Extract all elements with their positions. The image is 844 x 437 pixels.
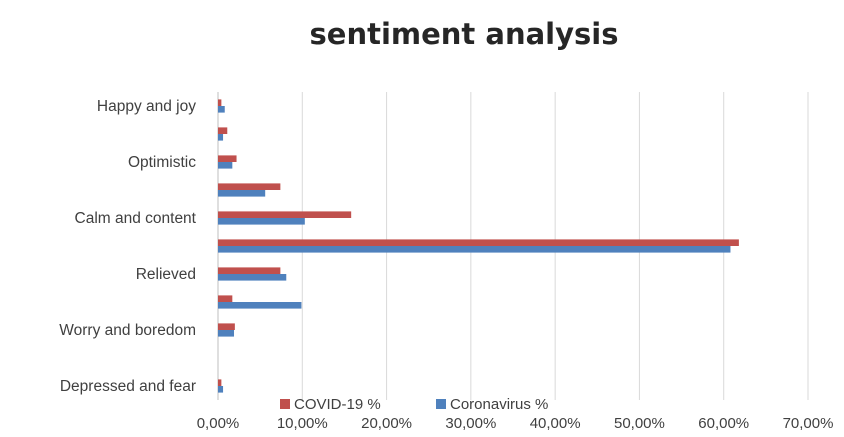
bar-coronavirus bbox=[218, 302, 302, 309]
x-tick-label: 10,00% bbox=[277, 415, 328, 432]
legend: COVID-19 % Coronavirus % bbox=[280, 396, 548, 413]
category-label: Depressed and fear bbox=[60, 378, 196, 395]
category-label: Worry and boredom bbox=[59, 322, 196, 339]
bar-coronavirus bbox=[218, 162, 233, 169]
chart-title: sentiment analysis bbox=[310, 17, 619, 51]
category-label: Relieved bbox=[136, 266, 196, 283]
category-label: Optimistic bbox=[128, 154, 196, 171]
bar-coronavirus bbox=[218, 218, 305, 225]
x-tick-labels: 0,00% 10,00% 20,00% 30,00% 40,00% 50,00% 60,00… bbox=[197, 415, 834, 432]
x-tick-label: 30,00% bbox=[445, 415, 496, 432]
category-labels: Happy and joy Optimistic Calm and content R… bbox=[59, 98, 196, 395]
bar-coronavirus bbox=[218, 190, 266, 197]
bar-covid19 bbox=[218, 379, 222, 386]
bar-covid19 bbox=[218, 183, 281, 190]
bar-covid19 bbox=[218, 323, 235, 330]
bar-covid19 bbox=[218, 211, 352, 218]
x-tick-label: 50,00% bbox=[614, 415, 665, 432]
bar-coronavirus bbox=[218, 134, 224, 141]
bar-covid19 bbox=[218, 127, 228, 134]
bar-covid19 bbox=[218, 295, 233, 302]
bars bbox=[218, 99, 739, 393]
bar-covid19 bbox=[218, 155, 237, 162]
legend-label: COVID-19 % bbox=[294, 396, 381, 413]
x-tick-label: 0,00% bbox=[197, 415, 240, 432]
legend-label: Coronavirus % bbox=[450, 396, 548, 413]
x-tick-label: 40,00% bbox=[530, 415, 581, 432]
bar-covid19 bbox=[218, 99, 222, 106]
category-label: Calm and content bbox=[75, 210, 197, 227]
bar-coronavirus bbox=[218, 106, 225, 113]
bar-coronavirus bbox=[218, 386, 224, 393]
x-tick-label: 60,00% bbox=[698, 415, 749, 432]
x-tick-label: 20,00% bbox=[361, 415, 412, 432]
legend-swatch bbox=[436, 399, 446, 409]
legend-swatch bbox=[280, 399, 290, 409]
bar-covid19 bbox=[218, 267, 281, 274]
bar-coronavirus bbox=[218, 330, 235, 337]
bar-coronavirus bbox=[218, 274, 287, 281]
bar-covid19 bbox=[218, 239, 739, 246]
category-label: Happy and joy bbox=[97, 98, 196, 115]
x-tick-label: 70,00% bbox=[783, 415, 834, 432]
bar-coronavirus bbox=[218, 246, 731, 253]
